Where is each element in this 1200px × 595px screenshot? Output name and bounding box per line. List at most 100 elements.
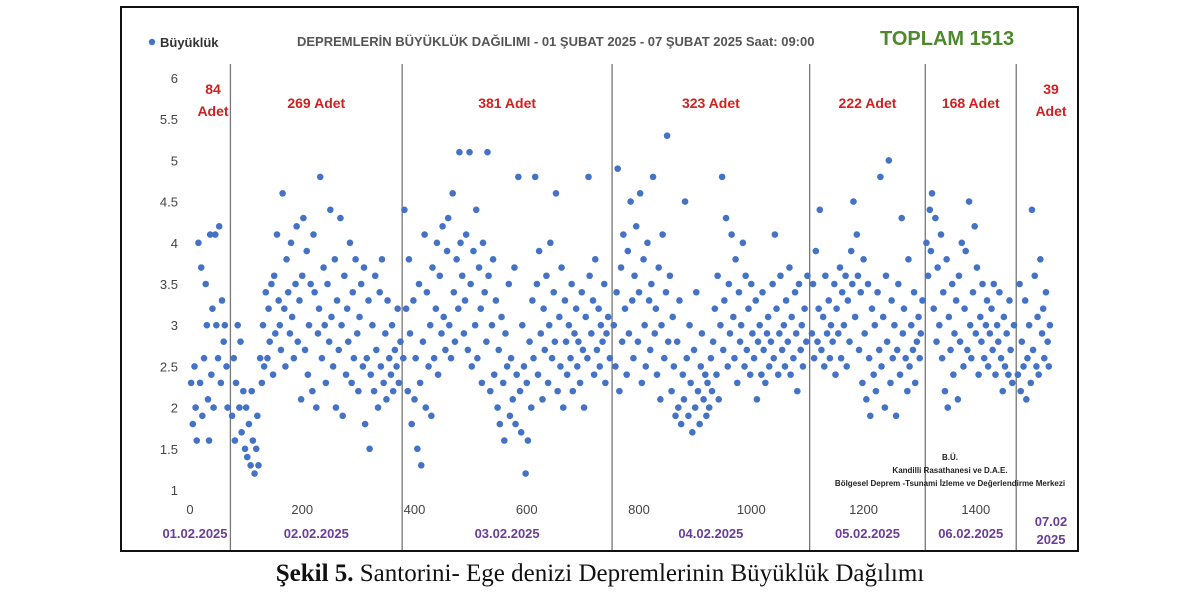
data-point	[870, 371, 877, 378]
data-point	[649, 173, 657, 181]
data-point	[868, 305, 876, 313]
data-point	[726, 330, 734, 337]
data-point	[472, 206, 480, 214]
data-point	[809, 280, 817, 288]
data-point	[1016, 280, 1023, 288]
data-point	[983, 297, 991, 304]
data-point	[439, 223, 446, 230]
data-point	[928, 190, 936, 197]
data-point	[844, 297, 852, 304]
data-point	[787, 371, 794, 378]
data-point	[792, 330, 800, 337]
data-point	[534, 371, 542, 378]
data-point	[899, 330, 907, 337]
data-point	[206, 231, 214, 238]
data-point	[1034, 313, 1041, 321]
day-date-top: 07.02	[1035, 514, 1068, 529]
data-point	[449, 190, 456, 197]
data-point	[724, 363, 732, 370]
data-point	[599, 338, 606, 345]
data-point	[467, 280, 474, 288]
day-count-unit: Adet	[1035, 103, 1066, 119]
data-point	[478, 379, 486, 387]
data-point	[732, 255, 739, 263]
data-point	[746, 371, 754, 378]
data-point	[202, 280, 210, 288]
day-date-label: 06.02.2025	[938, 526, 1003, 541]
data-point	[939, 288, 947, 296]
data-point	[242, 404, 250, 411]
data-point	[668, 387, 675, 395]
data-point	[1023, 396, 1030, 403]
data-point	[1001, 363, 1009, 370]
data-point	[871, 321, 879, 329]
credit-line-1: B.Ü.	[942, 453, 958, 462]
data-point	[197, 264, 205, 271]
data-point	[771, 231, 779, 238]
data-point	[681, 198, 689, 205]
data-point	[781, 363, 789, 370]
data-point	[205, 437, 213, 444]
data-point	[641, 321, 648, 329]
data-point	[384, 297, 391, 304]
data-point	[405, 255, 413, 263]
data-point	[728, 231, 735, 238]
data-point	[947, 346, 954, 354]
day-date-label: 03.02.2025	[475, 526, 540, 541]
data-point	[677, 420, 685, 428]
data-point	[237, 338, 244, 345]
data-point	[353, 330, 361, 337]
y-tick-label: 3.5	[160, 277, 178, 292]
data-point	[498, 313, 505, 321]
data-point	[999, 387, 1007, 395]
data-point	[258, 379, 266, 387]
data-point	[385, 354, 393, 362]
data-point	[397, 338, 404, 345]
data-point	[419, 338, 427, 345]
data-point	[704, 379, 711, 387]
data-point	[952, 297, 960, 304]
data-point	[971, 223, 978, 230]
data-point	[224, 404, 231, 411]
data-point	[426, 321, 434, 329]
data-point	[1017, 387, 1025, 395]
data-point	[883, 338, 891, 345]
data-point	[986, 330, 994, 337]
data-point	[586, 272, 593, 280]
data-point	[923, 239, 930, 247]
day-count-label: 381 Adet	[478, 95, 536, 111]
data-point	[714, 272, 721, 280]
data-point	[833, 305, 840, 313]
data-point	[882, 272, 890, 280]
data-point	[778, 346, 786, 354]
data-point	[589, 297, 597, 304]
data-point	[447, 354, 455, 362]
data-point	[737, 321, 745, 329]
data-point	[569, 387, 577, 395]
data-point	[221, 321, 229, 329]
data-point	[292, 280, 299, 288]
data-point	[272, 330, 279, 337]
data-point	[522, 470, 529, 477]
data-point	[414, 445, 421, 453]
data-point	[603, 330, 610, 337]
data-point	[359, 363, 367, 370]
data-point	[823, 330, 831, 337]
data-point	[286, 330, 294, 337]
data-point	[645, 297, 653, 304]
data-point	[994, 338, 1002, 345]
data-point	[1007, 346, 1014, 354]
data-point	[328, 313, 335, 321]
data-point	[231, 437, 239, 444]
data-point	[318, 354, 326, 362]
data-point	[913, 338, 921, 345]
data-point	[794, 387, 801, 395]
data-point	[526, 338, 533, 345]
data-point	[329, 363, 337, 370]
x-tick-label: 200	[291, 502, 313, 517]
data-point	[309, 387, 316, 395]
data-point	[322, 379, 330, 387]
data-point	[387, 371, 395, 378]
data-point	[843, 363, 851, 370]
data-point	[196, 379, 204, 387]
